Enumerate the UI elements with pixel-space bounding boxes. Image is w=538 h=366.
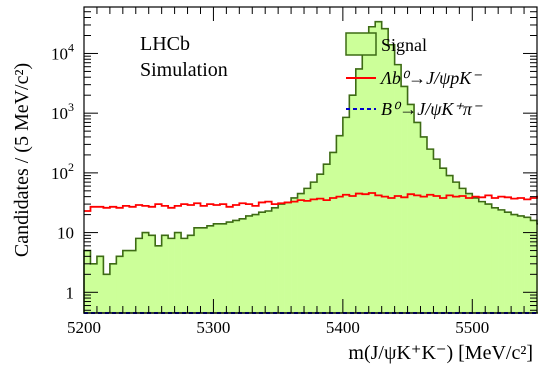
signal-bin [252,214,260,313]
y-tick-label: 103 [51,100,74,123]
signal-bin [291,197,298,313]
signal-bin [426,149,434,313]
signal-bin [504,212,512,313]
signal-bin [336,135,344,313]
y-axis-label: Candidates / (5 MeV/c²) [11,63,33,257]
x-axis-title: m(J/ψK⁺K⁻) [MeV/c²] [348,342,533,364]
x-axis-label: m(J/ψK⁺K⁻) [MeV/c²] [348,342,533,364]
signal-bin [148,235,156,313]
legend-signal-label: Signal [381,35,427,55]
signal-bin [362,42,370,313]
signal-bin [155,245,162,313]
signal-bin [478,201,486,313]
signal-bin [187,235,195,313]
signal-bin [452,182,460,313]
annotation-simulation: Simulation [140,59,228,81]
signal-bin [316,174,324,313]
signal-bin [219,223,227,313]
signal-bin [517,215,525,313]
signal-bin [90,263,98,313]
signal-bin [206,225,214,313]
y-axis-title: Candidates / (5 MeV/c²) [11,63,33,257]
signal-bin [168,238,175,313]
x-tick-label: 5500 [455,318,489,337]
signal-bin [232,220,240,313]
signal-bin [96,256,104,313]
signal-bin [129,250,137,313]
signal-bin [407,104,415,313]
signal-bin [459,188,467,313]
signal-bin [265,210,272,313]
signal-outline [83,20,538,314]
lambda-b-series-line [84,192,538,212]
signal-bin [271,207,279,313]
signal-bin [200,227,208,313]
legend-lambda-b-label: Λb⁰→J/ψpK⁻ [379,68,482,88]
signal-bin [394,64,402,313]
y-tick-label: 102 [51,160,74,183]
signal-bin [433,159,441,313]
signal-bin [284,202,292,313]
legend-signal-swatch [345,32,377,56]
signal-bin [439,168,447,313]
signal-bin [491,207,499,313]
signal-bin [122,250,130,313]
signal-bin [498,209,505,313]
signal-bin [304,188,311,313]
signal-bin [381,28,389,314]
signal-bin [239,218,247,313]
signal-bin [414,122,421,313]
x-tick-label: 5300 [196,318,230,337]
signal-bin [472,197,480,313]
signal-bin [258,212,266,313]
legend-b0-label: B⁰→J/ψK⁺π⁻ [381,99,483,119]
signal-bin [109,263,117,313]
signal-bin [465,193,473,313]
signal-bin [355,68,363,314]
signal-bin [297,193,305,313]
signal-bin [342,117,350,313]
signal-bin [375,21,382,313]
signal-bin [135,238,143,313]
signal-bin [485,204,492,313]
signal-bin [524,217,531,313]
x-tick-label: 5400 [326,318,360,337]
signal-bin [84,250,91,313]
signal-bin [349,95,357,313]
y-tick-label: 104 [51,40,74,63]
signal-bin [174,232,182,313]
signal-bin [226,222,234,313]
signal-bin [116,256,124,313]
signal-bin [278,204,285,313]
signal-bin [530,220,538,313]
signal-bin [388,44,395,314]
signal-bin [142,232,150,313]
signal-bin [329,152,337,313]
signal-bin [245,215,253,313]
signal-bin [401,86,408,313]
y-tick-label: 10 [57,224,74,243]
signal-bin [161,235,169,313]
signal-bin [103,274,111,313]
signal-bin [323,164,331,313]
plot-frame [83,6,538,314]
signal-bin [420,136,428,313]
x-tick-label: 5200 [67,318,101,337]
axes: 5200 5300 5400 5500 1 10 102 103 104 [51,6,538,337]
y-tick-label: 1 [66,283,75,302]
signal-bin [368,26,376,313]
annotation-lhcb: LHCb [140,33,190,55]
signal-bin [511,214,518,313]
signal-bin [310,182,318,313]
legend: Signal Λb⁰→J/ψpK⁻ B⁰→J/ψK⁺π⁻ [345,32,483,119]
signal-bin [213,223,221,313]
signal-bin [446,175,454,313]
signal-bin [194,227,201,313]
signal-bin [181,238,188,313]
